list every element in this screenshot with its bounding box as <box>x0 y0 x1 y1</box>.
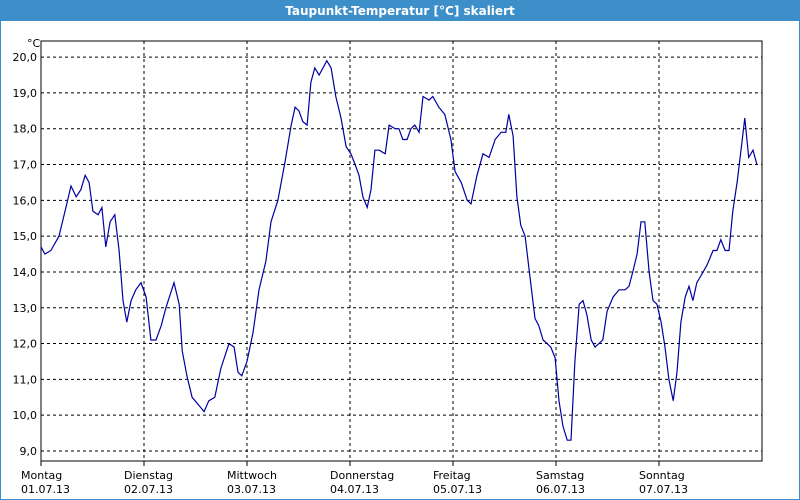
x-tick-label: Freitag <box>433 469 471 482</box>
x-tick-date: 01.07.13 <box>21 483 70 496</box>
x-tick-label: Samstag <box>536 469 584 482</box>
x-tick-date: 02.07.13 <box>124 483 173 496</box>
y-tick-label: 16,0 <box>13 194 38 207</box>
y-tick-label: 10,0 <box>13 409 38 422</box>
x-tick-label: Mittwoch <box>227 469 277 482</box>
y-tick-label: 20,0 <box>13 51 38 64</box>
x-tick-date: 04.07.13 <box>330 483 379 496</box>
y-tick-label: 15,0 <box>13 230 38 243</box>
x-tick-label: Donnerstag <box>330 469 394 482</box>
y-tick-label: 17,0 <box>13 159 38 172</box>
x-tick-date: 03.07.13 <box>227 483 276 496</box>
x-tick-date: 06.07.13 <box>536 483 585 496</box>
y-tick-label: 19,0 <box>13 87 38 100</box>
y-tick-label: 13,0 <box>13 302 38 315</box>
x-tick-label: Montag <box>21 469 62 482</box>
x-tick-date: 07.07.13 <box>639 483 688 496</box>
x-tick-date: 05.07.13 <box>433 483 482 496</box>
window-title: Taupunkt-Temperatur [°C] skaliert <box>1 1 799 21</box>
y-tick-label: 14,0 <box>13 266 38 279</box>
x-tick-label: Sonntag <box>639 469 685 482</box>
data-line <box>40 59 758 441</box>
plot-frame <box>40 40 763 462</box>
y-tick-label: 18,0 <box>13 123 38 136</box>
y-tick-label: 12,0 <box>13 338 38 351</box>
x-tick-label: Dienstag <box>124 469 173 482</box>
y-tick-label: 9,0 <box>20 445 38 458</box>
y-unit-label: °C <box>27 37 41 50</box>
y-tick-label: 11,0 <box>13 373 38 386</box>
chart: °C 9,0 10,0 11,0 12,0 13,0 14,0 15,0 16,0 17,0 18… <box>13 37 763 496</box>
